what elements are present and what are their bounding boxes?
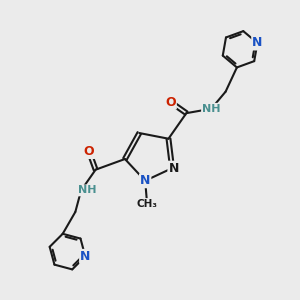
Text: N: N — [80, 250, 91, 263]
Text: N: N — [168, 162, 179, 175]
Text: O: O — [165, 96, 176, 109]
Text: NH: NH — [202, 104, 220, 114]
Text: N: N — [140, 174, 150, 187]
Text: O: O — [84, 145, 94, 158]
Text: NH: NH — [78, 185, 96, 195]
Text: N: N — [252, 37, 262, 50]
Text: CH₃: CH₃ — [136, 199, 157, 209]
